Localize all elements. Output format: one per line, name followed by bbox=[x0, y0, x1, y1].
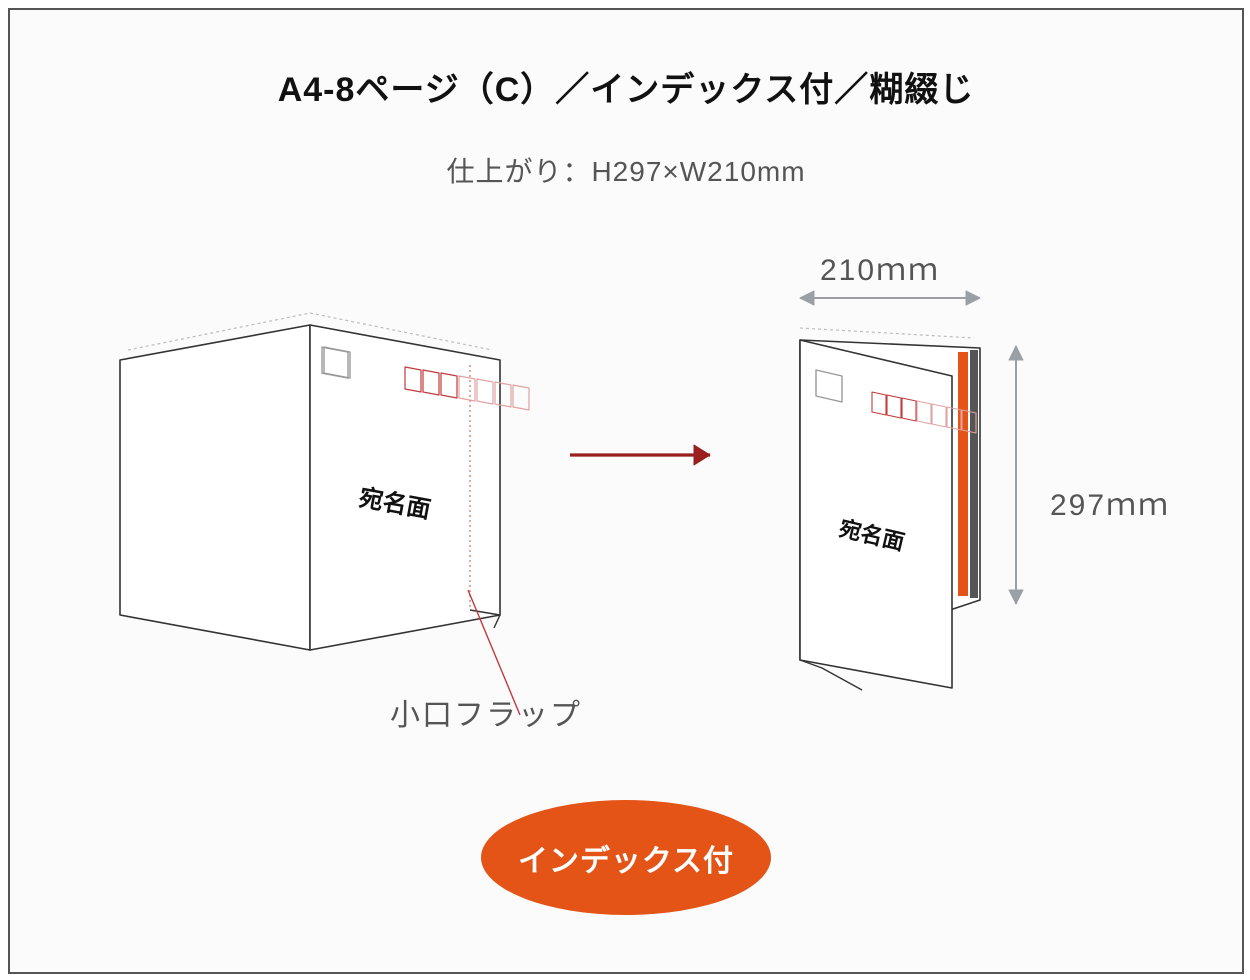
diagram-subtitle: 仕上がり：H297×W210mm bbox=[10, 150, 1242, 190]
diagram-svg: 宛名面 宛名面 bbox=[10, 220, 1242, 760]
flap-label: 小口フラップ bbox=[390, 690, 582, 734]
diagram-stage: 宛名面 宛名面 bbox=[10, 220, 1242, 760]
index-badge-text: インデックス付 bbox=[518, 836, 734, 880]
index-badge: インデックス付 bbox=[481, 800, 771, 915]
transform-arrow bbox=[570, 445, 710, 465]
closed-booklet: 宛名面 bbox=[800, 291, 1023, 690]
diagram-frame: A4-8ページ（C）／インデックス付／糊綴じ 仕上がり：H297×W210mm … bbox=[8, 8, 1244, 974]
open-booklet: 宛名面 bbox=[120, 313, 529, 715]
diagram-title: A4-8ページ（C）／インデックス付／糊綴じ bbox=[10, 62, 1242, 111]
